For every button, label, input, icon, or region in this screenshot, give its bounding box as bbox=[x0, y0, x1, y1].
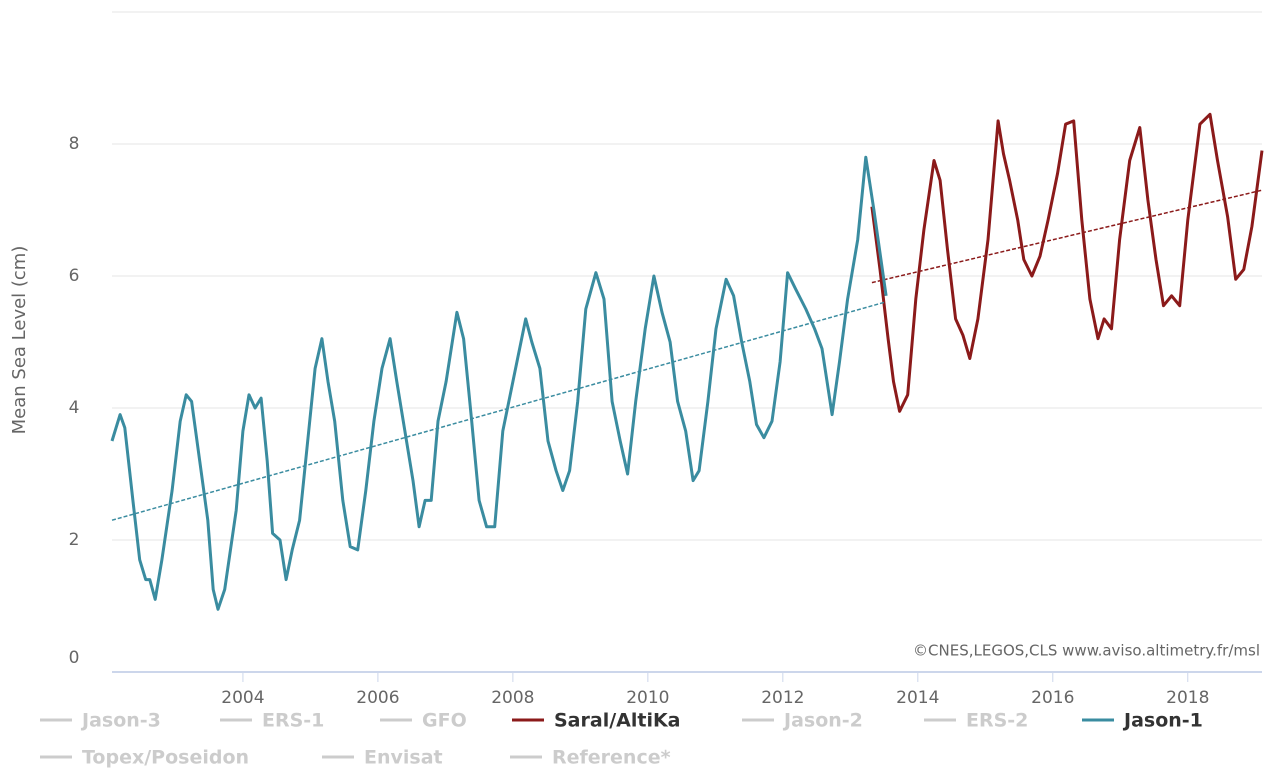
copyright: ©CNES,LEGOS,CLS www.aviso.altimetry.fr/m… bbox=[913, 642, 1260, 660]
legend-label: Reference* bbox=[552, 747, 671, 769]
legend-label: Jason-3 bbox=[80, 710, 161, 732]
legend-label: GFO bbox=[422, 710, 467, 732]
x-tick-label: 2016 bbox=[1031, 688, 1074, 708]
legend-label: Jason-2 bbox=[782, 710, 863, 732]
x-tick-label: 2006 bbox=[356, 688, 399, 708]
series-line bbox=[110, 155, 888, 611]
x-tick-label: 2014 bbox=[896, 688, 939, 708]
y-tick-label: 4 bbox=[69, 398, 80, 418]
y-tick-label: 0 bbox=[69, 648, 80, 668]
legend-label: ERS-2 bbox=[966, 710, 1028, 732]
y-tick-label: 8 bbox=[69, 134, 80, 154]
legend-label: Saral/AltiKa bbox=[554, 710, 681, 732]
y-tick-label: 2 bbox=[69, 530, 80, 550]
series-line bbox=[870, 112, 1264, 413]
x-tick-label: 2004 bbox=[221, 688, 264, 708]
x-tick-label: 2008 bbox=[491, 688, 534, 708]
legend-label: Topex/Poseidon bbox=[82, 747, 249, 769]
y-tick-label: 6 bbox=[69, 266, 80, 286]
trend-line bbox=[871, 189, 1263, 284]
x-tick-label: 2010 bbox=[626, 688, 669, 708]
x-tick-label: 2018 bbox=[1166, 688, 1209, 708]
legend-label: Envisat bbox=[364, 747, 443, 769]
legend-label: ERS-1 bbox=[262, 710, 324, 732]
legend-label: Jason-1 bbox=[1122, 710, 1203, 732]
x-tick-label: 2012 bbox=[761, 688, 804, 708]
y-axis-title: Mean Sea Level (cm) bbox=[9, 246, 30, 435]
trend-line bbox=[111, 301, 885, 521]
